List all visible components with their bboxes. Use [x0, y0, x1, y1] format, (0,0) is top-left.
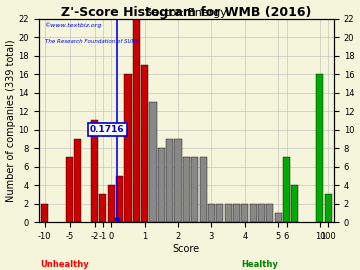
- Bar: [166, 139, 173, 222]
- Bar: [275, 213, 282, 222]
- Text: ©www.textbiz.org: ©www.textbiz.org: [45, 23, 102, 28]
- Bar: [108, 185, 115, 222]
- Bar: [316, 74, 323, 222]
- Text: Healthy: Healthy: [241, 260, 278, 269]
- X-axis label: Score: Score: [173, 244, 200, 254]
- Bar: [233, 204, 240, 222]
- Bar: [125, 74, 131, 222]
- Bar: [41, 204, 48, 222]
- Text: The Research Foundation of SUNY: The Research Foundation of SUNY: [45, 39, 139, 44]
- Bar: [116, 176, 123, 222]
- Bar: [183, 157, 190, 222]
- Bar: [66, 157, 73, 222]
- Bar: [191, 157, 198, 222]
- Bar: [249, 204, 257, 222]
- Bar: [225, 204, 232, 222]
- Bar: [266, 204, 273, 222]
- Bar: [91, 120, 98, 222]
- Bar: [216, 204, 223, 222]
- Bar: [158, 148, 165, 222]
- Bar: [99, 194, 107, 222]
- Bar: [208, 204, 215, 222]
- Text: Sector: Energy: Sector: Energy: [145, 8, 227, 18]
- Bar: [149, 102, 157, 222]
- Bar: [283, 157, 290, 222]
- Bar: [75, 139, 81, 222]
- Bar: [241, 204, 248, 222]
- Bar: [133, 19, 140, 222]
- Bar: [175, 139, 181, 222]
- Bar: [291, 185, 298, 222]
- Bar: [199, 157, 207, 222]
- Title: Z'-Score Histogram for WMB (2016): Z'-Score Histogram for WMB (2016): [61, 6, 311, 19]
- Text: Unhealthy: Unhealthy: [40, 260, 89, 269]
- Bar: [141, 65, 148, 222]
- Bar: [258, 204, 265, 222]
- Y-axis label: Number of companies (339 total): Number of companies (339 total): [5, 39, 15, 202]
- Text: 0.1716: 0.1716: [90, 125, 125, 134]
- Bar: [325, 194, 332, 222]
